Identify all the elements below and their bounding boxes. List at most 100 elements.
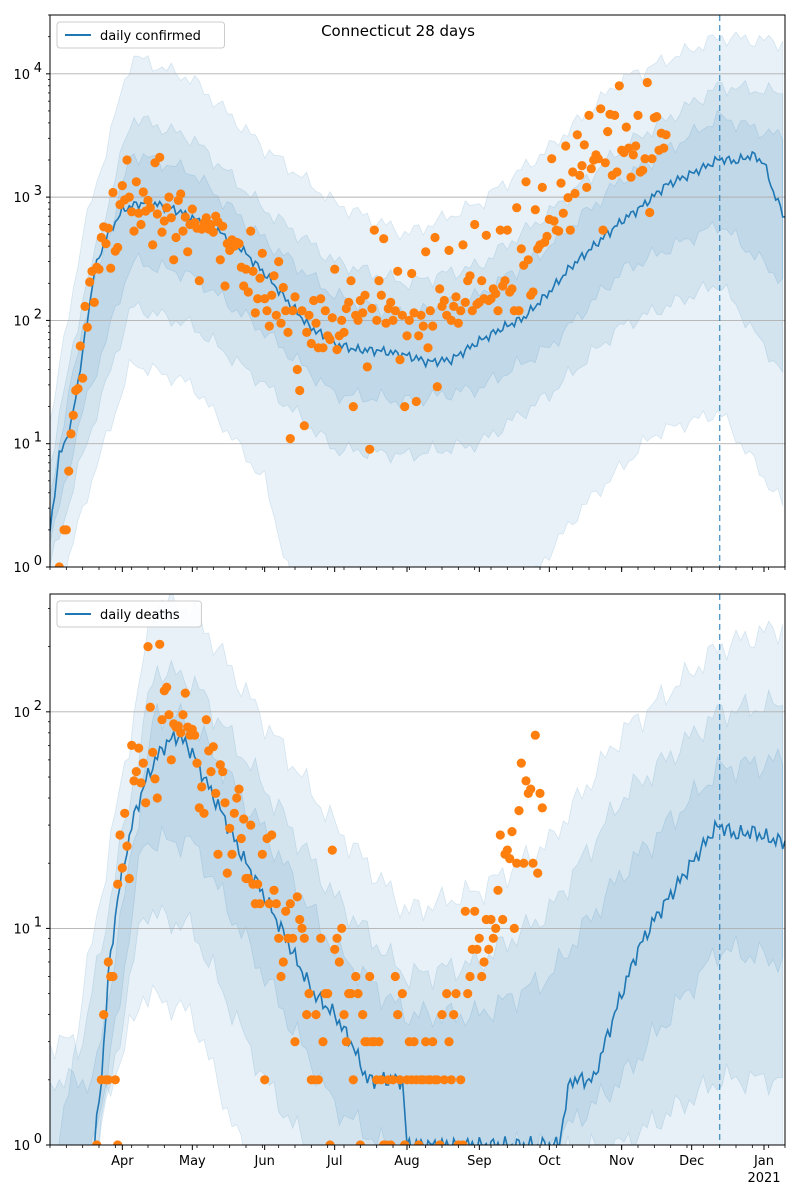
data-point: [631, 141, 641, 151]
data-point: [197, 782, 207, 792]
data-point: [299, 421, 309, 431]
data-point: [498, 914, 508, 925]
data-point: [159, 216, 169, 226]
data-point: [253, 879, 263, 889]
data-point: [257, 248, 267, 258]
data-point: [169, 255, 179, 265]
data-point: [108, 187, 118, 198]
data-point: [211, 788, 221, 799]
data-point: [565, 225, 575, 235]
data-point: [206, 219, 216, 230]
data-point: [201, 213, 211, 223]
data-point: [423, 343, 433, 353]
data-point: [612, 167, 622, 177]
data-point: [537, 803, 547, 813]
data-point: [61, 525, 71, 535]
data-point: [264, 321, 274, 331]
data-point: [269, 271, 279, 281]
data-point: [285, 899, 295, 909]
data-point: [330, 944, 340, 955]
data-point: [624, 143, 634, 153]
data-point: [582, 182, 592, 192]
data-point: [633, 110, 643, 120]
data-point: [337, 923, 347, 934]
data-point: [645, 207, 655, 218]
data-point: [521, 776, 531, 786]
data-point: [456, 306, 466, 316]
data-point: [257, 849, 267, 859]
data-point: [495, 225, 505, 235]
data-point: [113, 879, 123, 889]
data-point: [85, 277, 95, 287]
data-point: [145, 203, 155, 213]
confirmed-axes: 10 0 10 1 10 2 10 3 10 4 daily confirmed: [13, 14, 786, 576]
data-point: [395, 355, 405, 365]
data-point: [376, 1075, 386, 1085]
data-point: [488, 933, 498, 943]
data-point: [453, 318, 463, 328]
data-point: [313, 1075, 323, 1085]
y-tick-label: 10: [13, 922, 30, 937]
data-point: [281, 906, 291, 916]
data-point: [290, 292, 300, 302]
data-point: [421, 1037, 431, 1047]
data-point: [341, 1037, 351, 1047]
y-tick-label: 10: [13, 561, 30, 576]
data-point: [467, 306, 477, 316]
data-point: [519, 858, 529, 868]
legend-box: [56, 600, 202, 628]
data-point: [533, 868, 543, 878]
data-point: [283, 327, 293, 337]
data-point: [82, 322, 92, 332]
data-point: [528, 287, 538, 297]
data-point: [430, 232, 440, 243]
data-point: [164, 710, 174, 720]
data-point: [292, 892, 302, 902]
data-point: [229, 808, 239, 818]
data-point: [292, 364, 302, 375]
data-point: [113, 242, 123, 253]
data-point: [451, 292, 461, 302]
data-point: [232, 793, 242, 803]
data-point: [131, 177, 141, 187]
data-point: [432, 1075, 442, 1085]
data-point: [192, 758, 202, 768]
data-point: [276, 971, 286, 982]
data-point: [596, 104, 606, 114]
data-point: [411, 396, 421, 407]
data-point: [124, 873, 134, 884]
plot-area: [50, 15, 785, 567]
data-point: [255, 273, 265, 283]
data-point: [271, 310, 281, 320]
data-point: [66, 429, 76, 439]
data-point: [250, 308, 260, 318]
data-point: [124, 192, 134, 202]
data-point: [421, 247, 431, 257]
data-point: [190, 730, 200, 740]
data-point: [285, 434, 295, 444]
data-point: [103, 223, 113, 233]
data-point: [561, 141, 571, 151]
data-point: [477, 276, 487, 286]
data-point: [458, 1140, 468, 1145]
data-point: [428, 321, 438, 331]
data-point: [297, 923, 307, 934]
data-point: [176, 728, 186, 738]
data-point: [407, 268, 417, 279]
data-point: [386, 297, 396, 307]
axes-frame: [49, 593, 786, 1146]
data-point: [355, 1140, 365, 1145]
data-point: [397, 310, 407, 320]
data-point: [502, 845, 512, 855]
data-point: [234, 239, 244, 249]
x-tick-label: Sep: [467, 1154, 492, 1169]
data-point: [194, 276, 204, 286]
data-point: [269, 885, 279, 895]
legend-label: daily deaths: [100, 608, 180, 623]
y-tick-label: 10: [13, 1139, 30, 1154]
y-tick-exponent: 0: [34, 1132, 42, 1147]
data-point: [512, 203, 522, 213]
data-point: [325, 334, 335, 345]
data-point: [302, 327, 312, 337]
data-point: [78, 373, 88, 383]
